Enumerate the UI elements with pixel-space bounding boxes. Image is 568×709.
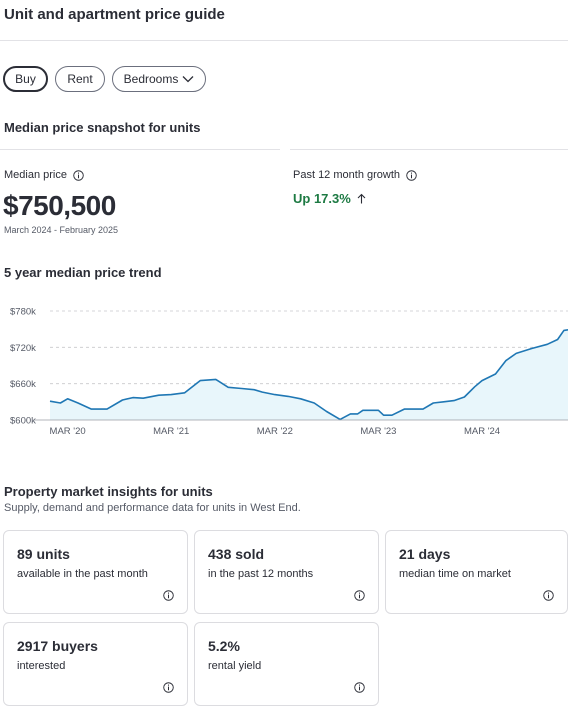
insight-description: interested xyxy=(17,660,66,672)
insight-card-units: 89 units available in the past month xyxy=(3,530,188,614)
insight-metric: 89 units xyxy=(17,546,70,562)
insight-description: median time on market xyxy=(399,568,511,580)
info-icon[interactable] xyxy=(543,590,554,601)
bedrooms-dropdown-label: Bedrooms xyxy=(123,72,179,86)
x-tick-label: MAR '23 xyxy=(360,426,396,437)
insight-card-yield: 5.2% rental yield xyxy=(194,622,379,706)
insights-title: Property market insights for units xyxy=(4,484,213,499)
listing-filters: Buy Rent Bedrooms xyxy=(3,66,206,92)
x-tick-label: MAR '21 xyxy=(153,426,189,437)
info-icon[interactable] xyxy=(163,590,174,601)
y-tick-label: $600k xyxy=(10,416,36,427)
insight-metric: 2917 buyers xyxy=(17,638,98,654)
insight-card-days: 21 days median time on market xyxy=(385,530,568,614)
bedrooms-dropdown[interactable]: Bedrooms xyxy=(112,66,206,92)
x-tick-label: MAR '22 xyxy=(257,426,293,437)
snapshot-divider-right xyxy=(290,149,568,150)
insight-card-sold: 438 sold in the past 12 months xyxy=(194,530,379,614)
y-tick-label: $720k xyxy=(10,343,36,354)
price-trend-chart: $780k $720k $660k $600k MAR '20 MAR '21 MAR '2… xyxy=(10,307,568,437)
growth-label: Past 12 month growth xyxy=(293,169,401,181)
x-tick-label: MAR '20 xyxy=(50,426,86,437)
insight-card-buyers: 2917 buyers interested xyxy=(3,622,188,706)
y-tick-label: $660k xyxy=(10,379,36,390)
info-icon[interactable] xyxy=(406,169,417,181)
snapshot-title: Median price snapshot for units xyxy=(4,120,201,135)
arrow-up-icon xyxy=(357,193,366,204)
insight-metric: 21 days xyxy=(399,546,451,562)
page-title: Unit and apartment price guide xyxy=(4,6,225,23)
insight-metric: 5.2% xyxy=(208,638,240,654)
chevron-down-icon xyxy=(182,76,194,83)
y-tick-label: $780k xyxy=(10,307,36,318)
snapshot-divider-left xyxy=(0,149,280,150)
header-divider xyxy=(0,40,568,41)
insight-metric: 438 sold xyxy=(208,546,265,562)
rent-filter-button[interactable]: Rent xyxy=(55,66,105,92)
median-price-range: March 2024 - February 2025 xyxy=(4,225,119,235)
insight-description: rental yield xyxy=(208,660,262,672)
x-tick-label: MAR '24 xyxy=(464,426,500,437)
median-price-label-row: Median price xyxy=(4,169,84,181)
insights-subtitle: Supply, demand and performance data for … xyxy=(4,502,301,514)
info-icon[interactable] xyxy=(354,590,365,601)
median-price-value: $750,500 xyxy=(3,190,116,221)
info-icon[interactable] xyxy=(163,682,174,693)
median-price-label: Median price xyxy=(4,169,67,181)
series-line xyxy=(49,329,568,421)
growth-value: Up 17.3% xyxy=(293,191,366,206)
trend-title: 5 year median price trend xyxy=(4,265,162,280)
info-icon[interactable] xyxy=(73,169,84,181)
growth-value-text: Up 17.3% xyxy=(293,191,351,206)
insight-description: in the past 12 months xyxy=(208,568,314,580)
info-icon[interactable] xyxy=(354,682,365,693)
buy-filter-button[interactable]: Buy xyxy=(3,66,48,92)
insight-description: available in the past month xyxy=(17,568,148,580)
growth-label-row: Past 12 month growth xyxy=(293,169,417,181)
series-area xyxy=(50,329,568,420)
